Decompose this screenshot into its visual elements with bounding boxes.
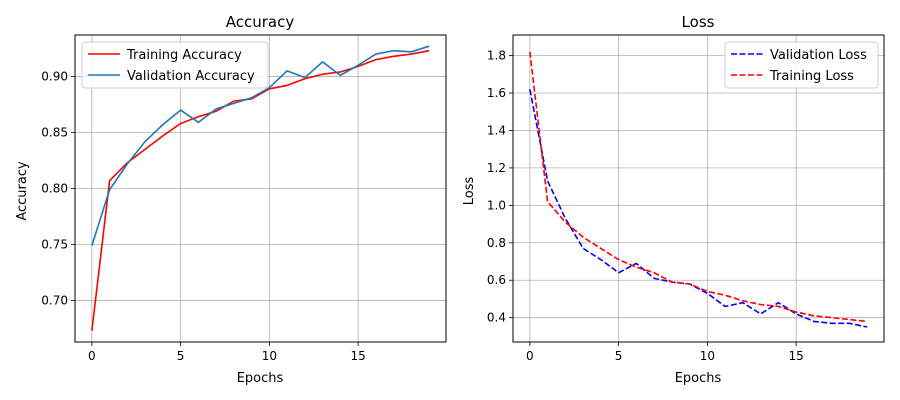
y-tick-label: 1.2 (487, 161, 506, 175)
chart-title: Accuracy (226, 13, 295, 31)
y-axis-label: Accuracy (15, 161, 30, 221)
x-tick-label: 5 (177, 349, 185, 363)
legend-entry: Validation Accuracy (88, 69, 255, 84)
x-axis-label: Epochs (675, 371, 722, 386)
y-tick-label: 1.0 (487, 198, 506, 212)
legend-label: Validation Loss (770, 48, 867, 63)
legend-entry: Training Loss (731, 69, 854, 84)
x-tick-label: 10 (700, 349, 715, 363)
legend-label: Training Loss (769, 69, 854, 84)
legend-frame (724, 41, 879, 89)
series-line (91, 49, 430, 331)
legend: Training Accuracy Validation Accuracy (81, 41, 269, 89)
y-tick-label: 0.6 (487, 273, 506, 287)
y-tick-label: 0.4 (487, 311, 506, 325)
series-line (91, 45, 430, 246)
plot-area: 0 5 10 15 0.70 0.75 0.80 0.85 0.90 (41, 34, 447, 363)
x-tick-label: 10 (262, 349, 277, 363)
x-tick-label: 5 (615, 349, 623, 363)
y-axis-label: Loss (462, 177, 477, 206)
legend-entry: Validation Loss (731, 48, 867, 63)
plot-area: 0 5 10 15 0.4 0.6 0.8 1.0 1.2 1.4 1.6 1.8 (487, 34, 885, 363)
y-tick-label: 0.70 (41, 294, 68, 308)
accuracy-chart: 0 5 10 15 0.70 0.75 0.80 0.85 0.90 Accuracy Epoc… (15, 13, 447, 386)
x-tick-label: 0 (88, 349, 96, 363)
legend-entry: Training Accuracy (88, 48, 242, 63)
x-tick-label: 15 (788, 349, 803, 363)
legend-label: Training Accuracy (126, 48, 242, 63)
y-tick-label: 0.8 (487, 236, 506, 250)
y-tick-label: 0.85 (41, 125, 68, 139)
y-tick-label: 0.90 (41, 69, 68, 83)
y-tick-label: 0.80 (41, 182, 68, 196)
loss-chart: 0 5 10 15 0.4 0.6 0.8 1.0 1.2 1.4 1.6 1.8 Loss Epoc… (462, 13, 885, 386)
axes-frame (512, 34, 885, 343)
chart-title: Loss (682, 13, 715, 31)
y-tick-label: 1.4 (487, 123, 506, 137)
series-line (529, 89, 868, 328)
y-tick-label: 1.8 (487, 49, 506, 63)
y-tick-label: 1.6 (487, 86, 506, 100)
legend: Validation Loss Training Loss (724, 41, 879, 89)
legend-label: Validation Accuracy (127, 69, 255, 84)
series-line (529, 51, 868, 323)
x-axis-label: Epochs (237, 371, 284, 386)
y-tick-label: 0.75 (41, 238, 68, 252)
x-tick-label: 0 (526, 349, 534, 363)
x-tick-label: 15 (350, 349, 365, 363)
legend-frame (81, 41, 269, 89)
